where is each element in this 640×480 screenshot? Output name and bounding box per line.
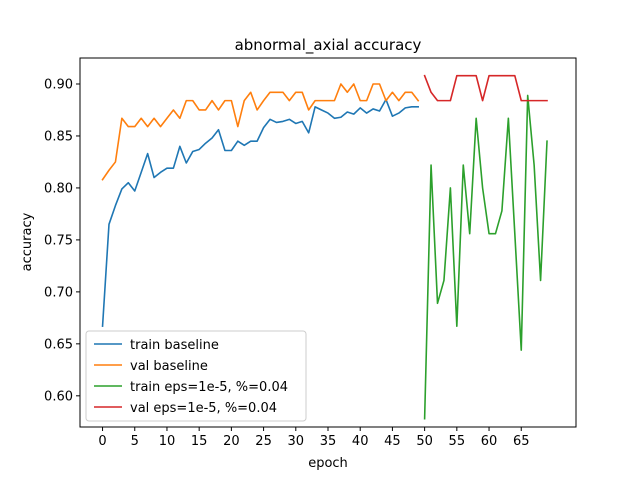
x-tick-label: 55 [449, 434, 466, 449]
y-tick-label: 0.75 [44, 233, 73, 248]
x-tick-label: 45 [384, 434, 401, 449]
plot-area [79, 57, 577, 428]
x-tick-label: 40 [352, 434, 369, 449]
series-line-3 [423, 74, 548, 102]
series-layer [101, 74, 548, 420]
y-tick-label: 0.70 [44, 285, 73, 300]
x-tick-label: 35 [320, 434, 337, 449]
x-tick-label: 5 [131, 434, 139, 449]
chart-title: abnormal_axial accuracy [235, 36, 422, 55]
x-tick-label: 30 [288, 434, 305, 449]
x-tick-label: 65 [513, 434, 530, 449]
x-tick-label: 60 [481, 434, 498, 449]
x-tick-label: 15 [191, 434, 208, 449]
legend-label-val-baseline: val baseline [130, 359, 208, 374]
x-axis-label: epoch [308, 456, 348, 471]
x-axis-ticks: 0 5 10 15 20 25 30 35 40 45 50 55 60 65 [98, 427, 530, 449]
legend-label-val-eps: val eps=1e-5, %=0.04 [130, 401, 277, 416]
legend-label-train-baseline: train baseline [130, 338, 219, 353]
series-line-2 [423, 94, 548, 420]
series-line-1 [101, 83, 420, 181]
series-line-0 [101, 98, 419, 328]
x-tick-label: 10 [159, 434, 176, 449]
y-tick-label: 0.60 [44, 389, 73, 404]
y-tick-label: 0.85 [44, 129, 73, 144]
legend-box [85, 330, 307, 422]
y-axis-label: accuracy [20, 212, 35, 271]
x-tick-label: 25 [255, 434, 272, 449]
legend: train baseline val baseline train eps=1e… [85, 330, 307, 422]
x-tick-label: 50 [416, 434, 433, 449]
x-tick-label: 0 [98, 434, 106, 449]
y-tick-label: 0.80 [44, 181, 73, 196]
y-tick-label: 0.65 [44, 337, 73, 352]
y-tick-label: 0.90 [44, 77, 73, 92]
legend-label-train-eps: train eps=1e-5, %=0.04 [130, 380, 288, 395]
y-axis-ticks: 0.60 0.65 0.70 0.75 0.80 0.85 0.90 [44, 77, 80, 404]
x-tick-label: 20 [223, 434, 240, 449]
